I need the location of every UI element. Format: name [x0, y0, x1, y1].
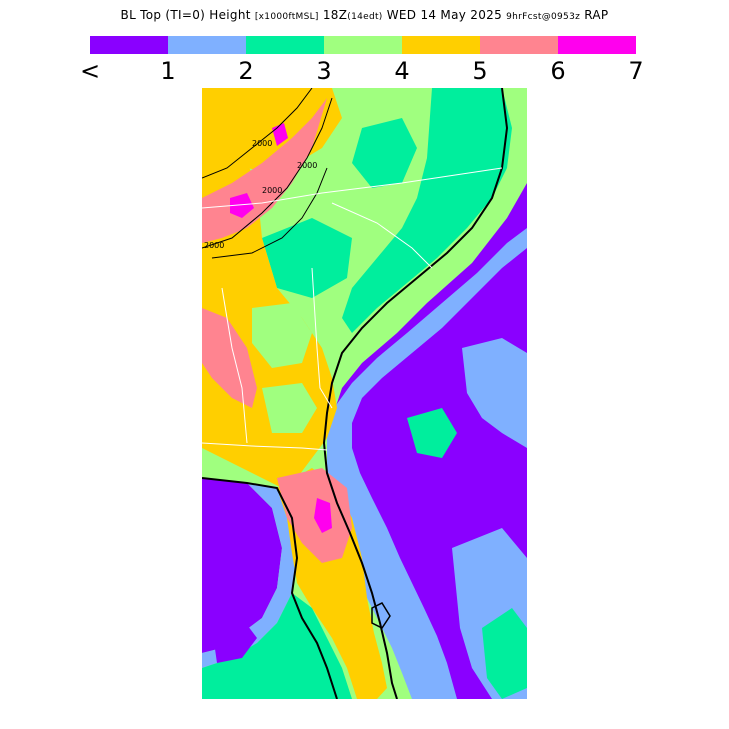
title-model: RAP: [584, 8, 609, 22]
legend-label: 5: [472, 57, 488, 85]
state-boundary-5: [221, 287, 248, 444]
contour-label: 2000: [204, 241, 224, 250]
legend-label: 7: [628, 57, 644, 85]
legend-swatch-3: [246, 36, 324, 54]
legend-swatch-1: [90, 36, 168, 54]
legend-swatch-2: [168, 36, 246, 54]
contour-closed-small: [371, 602, 391, 629]
legend-swatch-5: [402, 36, 480, 54]
legend-label: 3: [316, 57, 332, 85]
legend-label: 6: [550, 57, 566, 85]
land-green-patch-north: [352, 118, 417, 188]
contour-label: 2000: [262, 186, 282, 195]
forecast-map: 2000 2000 2000 2000: [202, 88, 527, 699]
state-boundary-2: [331, 202, 433, 269]
gulf-green-region: [202, 593, 352, 699]
legend-label: 4: [394, 57, 410, 85]
title-date: WED 14 May 2025: [386, 8, 502, 22]
contour-label: 2000: [252, 139, 272, 148]
state-boundary-3: [311, 267, 333, 409]
title-main: BL Top (TI=0) Height: [120, 8, 251, 22]
gulf-purple-south: [212, 618, 257, 663]
title-local: (14edt): [347, 12, 383, 22]
legend-label: <: [79, 57, 101, 85]
ocean-blue-patch-east: [462, 338, 527, 448]
state-boundary-4: [202, 442, 328, 451]
color-legend-labels: <1 2 3 4 5 6 7: [0, 56, 729, 86]
title-time: 18Z: [322, 8, 348, 22]
color-legend-bar: [90, 36, 636, 54]
land-pink-west: [202, 308, 257, 408]
land-magenta-peak-3: [314, 498, 332, 533]
legend-swatch-6: [480, 36, 558, 54]
chart-title: BL Top (TI=0) Height [x1000ftMSL] 18Z(14…: [0, 8, 729, 22]
land-green-coastal: [342, 88, 512, 333]
land-lightgreen-patch-2: [262, 383, 317, 433]
legend-swatch-4: [324, 36, 402, 54]
land-magenta-peak-1: [230, 193, 254, 218]
legend-label: 2: [238, 57, 254, 85]
state-boundary-1: [202, 167, 503, 209]
coastline: [322, 88, 509, 699]
ocean-blue-band-inner: [327, 228, 527, 699]
gulf-coastline: [202, 477, 338, 699]
gulf-blue-band: [202, 483, 297, 668]
contour-label: 2000: [297, 161, 317, 170]
land-green-patch-mid: [262, 218, 352, 298]
ocean-green-patch: [407, 408, 457, 458]
contour-2000-a: [202, 97, 333, 249]
ocean-green-south: [482, 608, 527, 699]
title-units: [x1000ftMSL]: [254, 12, 319, 22]
legend-label: 1: [160, 57, 176, 85]
legend-swatch-7: [558, 36, 636, 54]
contour-2000-c: [211, 167, 328, 259]
gulf-purple-region: [202, 478, 282, 653]
title-fcst: 9hrFcst@0953z: [506, 12, 581, 22]
land-lightgreen-patch: [252, 303, 312, 368]
contour-2000-b: [202, 88, 313, 179]
